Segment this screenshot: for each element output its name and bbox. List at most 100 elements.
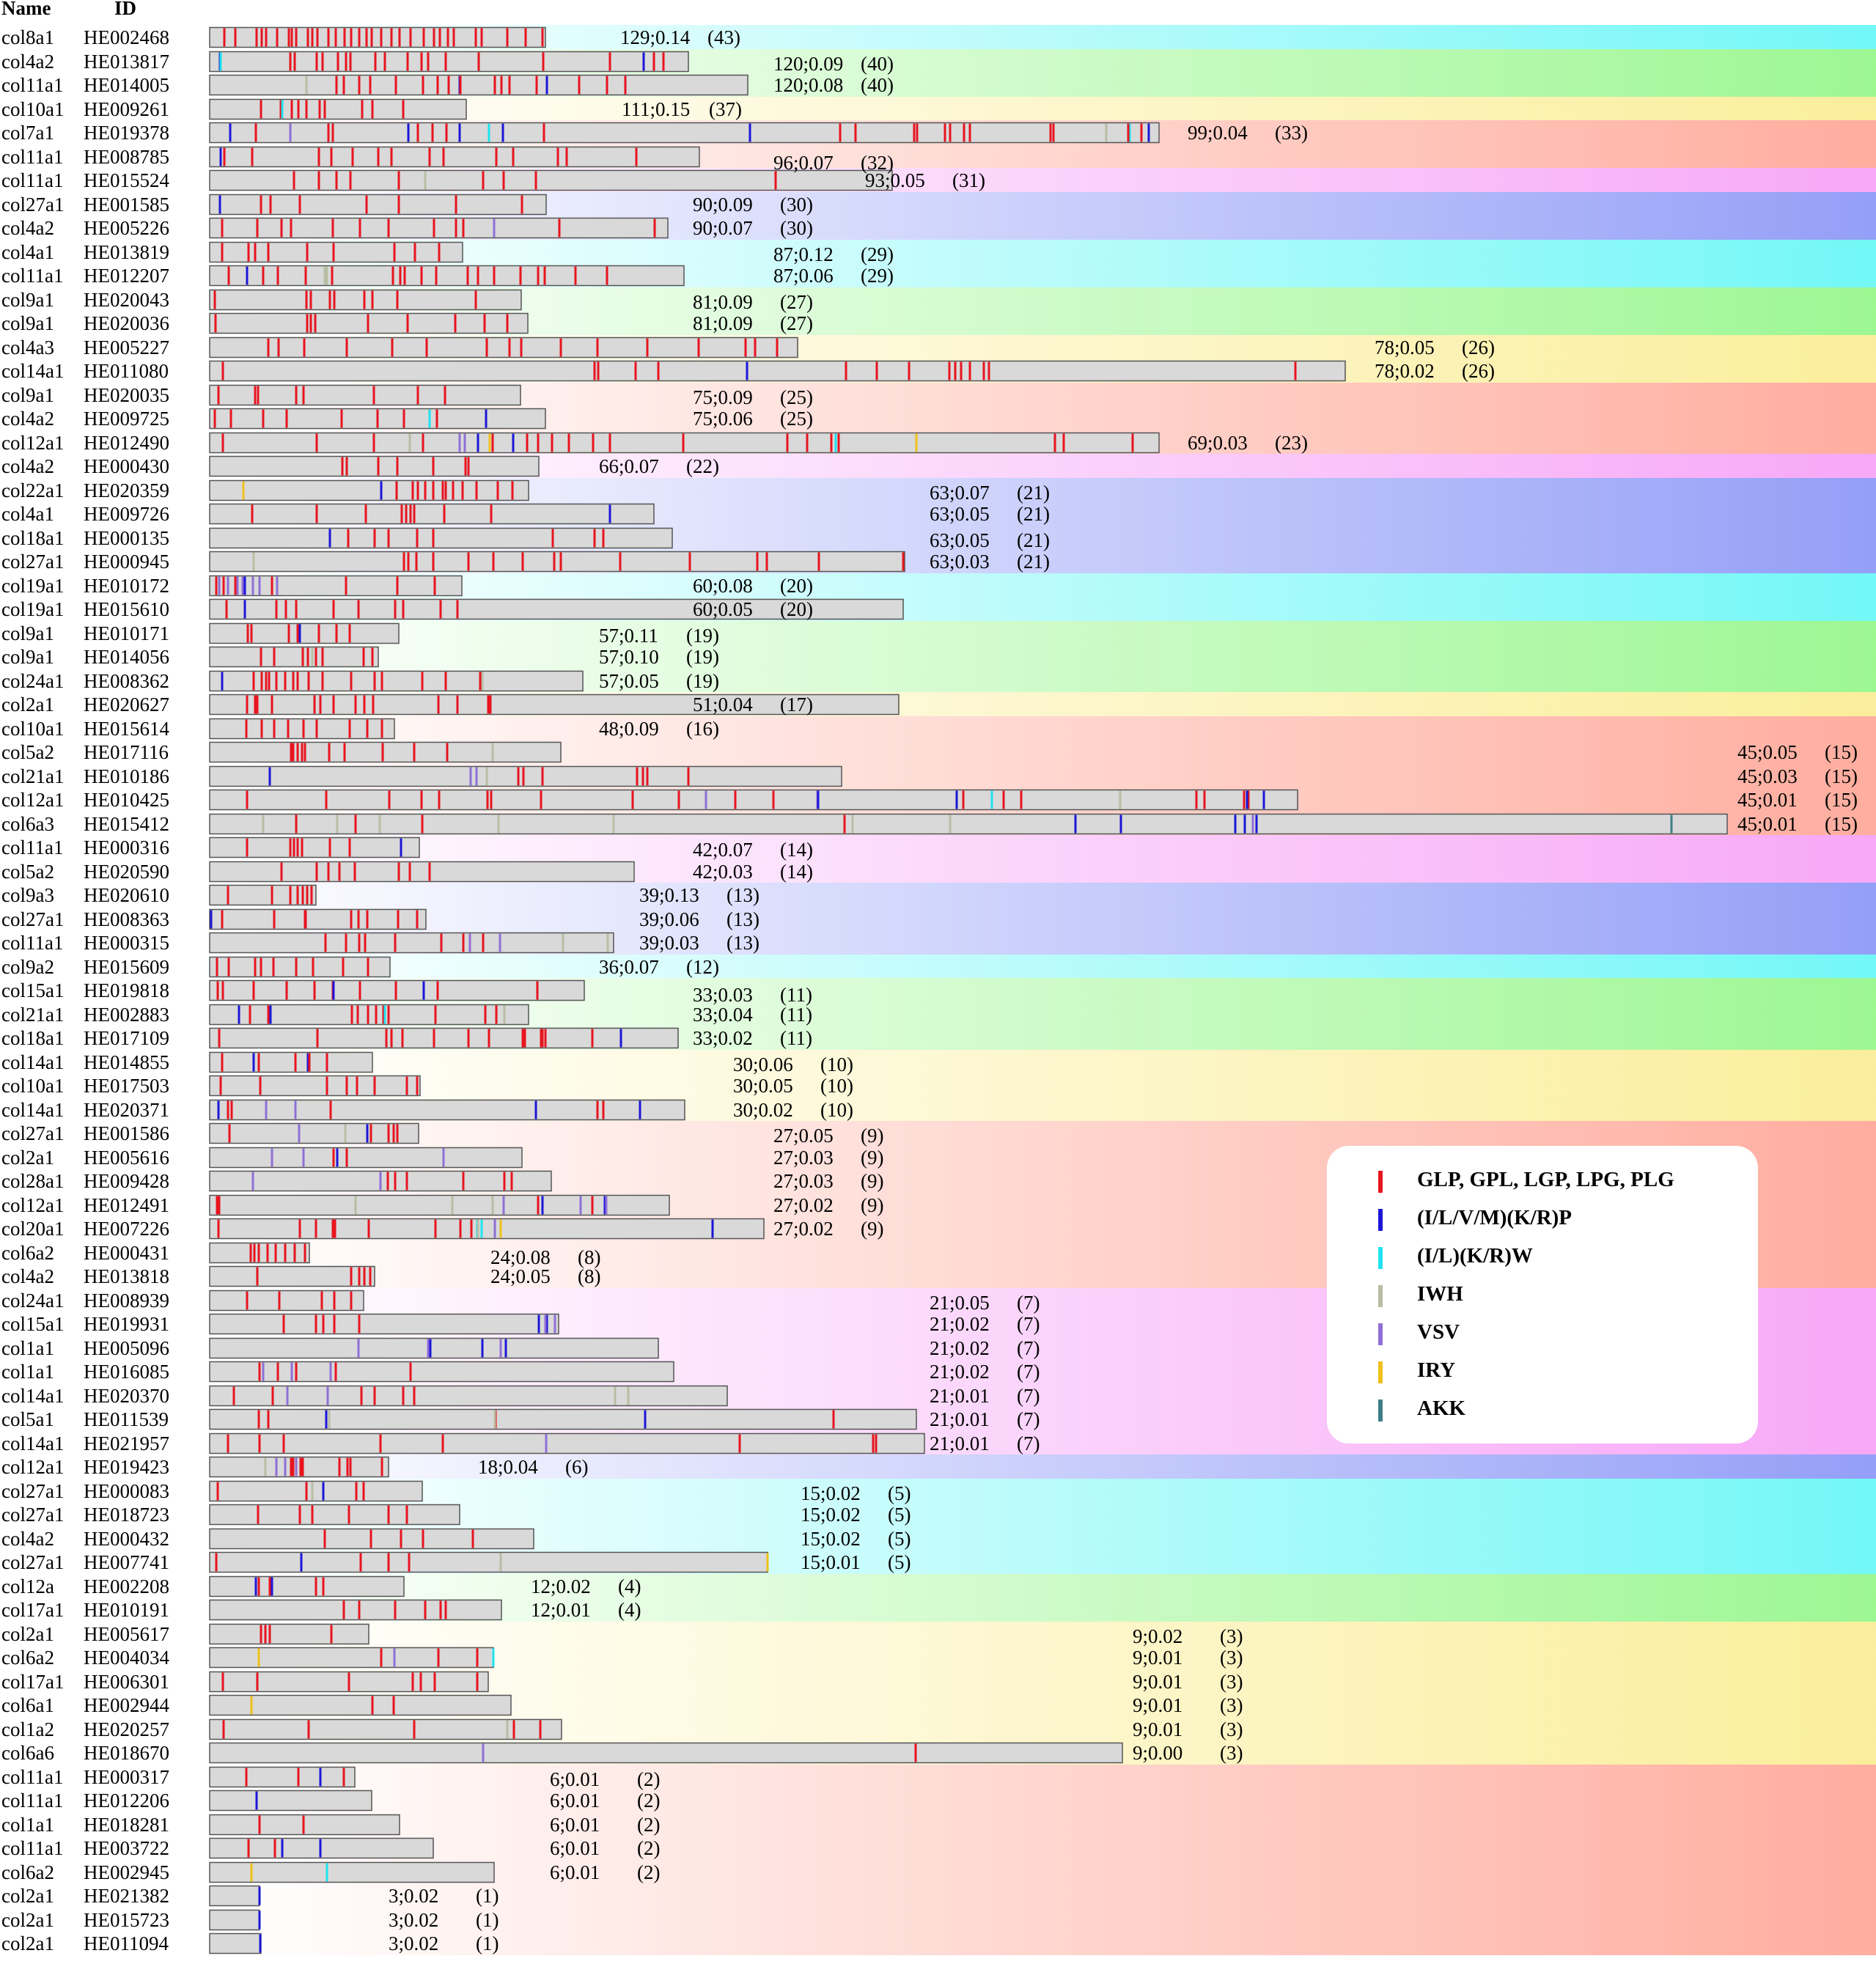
motif-mark (454, 314, 457, 333)
row-value-label: 6;0.01 (550, 1768, 600, 1790)
motif-mark (480, 28, 483, 47)
motif-mark (832, 1410, 835, 1429)
row-id-label: HE015610 (84, 598, 169, 620)
row-value-label: 9;0.00 (1133, 1742, 1183, 1764)
motif-mark (328, 743, 331, 762)
motif-mark (539, 1720, 542, 1739)
row-count-label: (37) (709, 98, 742, 120)
motif-mark (746, 361, 748, 380)
motif-mark (391, 266, 394, 285)
motif-mark (544, 1029, 547, 1048)
motif-mark (776, 338, 779, 357)
motif-mark (330, 147, 333, 166)
row-name-label: col10a1 (1, 98, 65, 120)
motif-mark (377, 457, 380, 476)
row-name-label: col1a1 (1, 1814, 54, 1836)
motif-mark (416, 1076, 419, 1095)
motif-mark (627, 1386, 630, 1405)
motif-mark (323, 266, 326, 285)
motif-mark (298, 1505, 301, 1524)
motif-mark (596, 338, 599, 357)
motif-mark (501, 123, 504, 142)
motif-mark (330, 1625, 333, 1644)
row-count-label: (43) (707, 26, 740, 48)
motif-mark (362, 1482, 365, 1501)
motif-mark (342, 1600, 345, 1619)
motif-mark (358, 1267, 361, 1286)
row-id-label: HE014855 (84, 1051, 169, 1073)
motif-mark (258, 1910, 261, 1930)
row-id-label: HE005096 (84, 1337, 169, 1359)
motif-mark (492, 1648, 495, 1667)
protein-row (209, 26, 546, 48)
protein-bar (209, 1790, 372, 1812)
motif-mark (520, 338, 523, 357)
motif-mark (1255, 814, 1258, 834)
row-name-label: col5a2 (1, 861, 54, 883)
motif-mark (517, 767, 520, 786)
group-band (224, 955, 1876, 978)
motif-mark (292, 743, 295, 762)
motif-mark (474, 290, 477, 309)
motif-mark (243, 576, 246, 595)
motif-mark (328, 1410, 331, 1429)
motif-mark (254, 695, 257, 714)
row-id-label: HE000083 (84, 1480, 169, 1502)
protein-row (209, 1313, 559, 1335)
motif-mark (1002, 790, 1005, 809)
motif-mark (321, 52, 324, 71)
motif-mark (246, 695, 249, 714)
row-id-label: HE010172 (84, 575, 169, 597)
legend-swatch-red (1378, 1171, 1383, 1193)
motif-mark (232, 1386, 235, 1405)
motif-mark (593, 529, 596, 548)
motif-mark (304, 1243, 306, 1262)
row-value-label: 87;0.12 (773, 243, 834, 265)
motif-mark (210, 910, 213, 929)
motif-mark (325, 1410, 328, 1429)
row-value-label: 21;0.02 (930, 1337, 990, 1359)
motif-mark (455, 195, 457, 214)
motif-mark (353, 862, 356, 881)
motif-mark (493, 218, 496, 238)
motif-mark (218, 576, 221, 595)
motif-mark (366, 1124, 369, 1143)
motif-mark (646, 767, 649, 786)
motif-mark (591, 1196, 594, 1215)
motif-mark (213, 290, 216, 309)
motif-mark (1294, 361, 1297, 380)
protein-bar (209, 884, 317, 906)
motif-mark (433, 1029, 435, 1048)
motif-mark (249, 1243, 252, 1262)
motif-mark (325, 1863, 328, 1882)
row-count-label: (11) (780, 1027, 812, 1049)
motif-mark (1052, 123, 1055, 142)
row-name-label: col4a2 (1, 455, 54, 477)
legend-label: IRY (1417, 1358, 1456, 1382)
motif-mark (313, 981, 316, 1000)
row-name-label: col9a1 (1, 646, 54, 668)
motif-mark (424, 1600, 427, 1619)
row-value-label: 48;0.09 (599, 718, 659, 740)
motif-mark (348, 838, 351, 857)
legend-swatch-blue (1378, 1209, 1383, 1231)
protein-row (209, 1099, 685, 1121)
row-count-label: (1) (476, 1932, 499, 1954)
motif-mark (304, 266, 307, 285)
protein-bar (209, 1337, 659, 1359)
motif-mark (445, 123, 448, 142)
motif-mark (567, 433, 570, 452)
motif-mark (229, 409, 232, 428)
motif-legend: GLP, GPL, LGP, LPG, PLG (I/L/V/M)(K/R)P … (1327, 1146, 1758, 1443)
row-value-label: 45;0.01 (1737, 789, 1798, 811)
row-value-label: 3;0.02 (389, 1909, 439, 1931)
motif-mark (908, 361, 911, 380)
protein-row (209, 265, 685, 287)
motif-mark (416, 910, 419, 929)
row-value-label: 21;0.01 (930, 1408, 990, 1430)
row-value-label: 45;0.05 (1737, 741, 1798, 763)
motif-mark (482, 1743, 485, 1762)
motif-mark (257, 1243, 260, 1262)
protein-bar (209, 575, 463, 597)
motif-mark (521, 1029, 524, 1048)
